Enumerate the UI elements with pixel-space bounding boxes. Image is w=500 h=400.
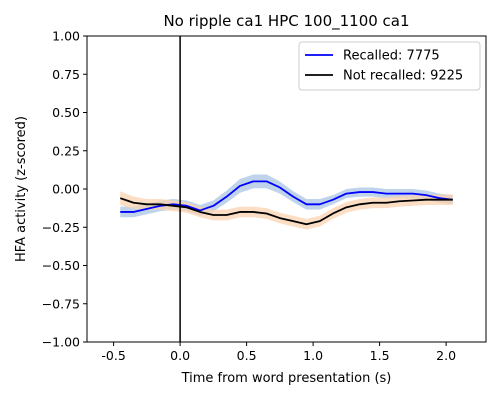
confidence-band-not-recalled: [120, 191, 453, 230]
x-tick-label: 1.5: [370, 348, 390, 363]
legend-label-recalled: Recalled: 7775: [343, 49, 440, 64]
legend-label-not-recalled: Not recalled: 9225: [343, 69, 463, 84]
chart-title: No ripple ca1 HPC 100_1100 ca1: [163, 12, 409, 31]
y-tick-label: −0.50: [42, 258, 80, 273]
x-tick-label: 2.0: [436, 348, 456, 363]
x-tick-label: 0.5: [237, 348, 257, 363]
x-tick-label: 0.0: [170, 348, 190, 363]
x-axis-ticks: -0.5 0.0 0.5 1.0 1.5 2.0: [101, 342, 456, 363]
y-axis-label: HFA activity (z-scored): [14, 116, 29, 262]
y-tick-label: −0.75: [42, 296, 80, 311]
series-lines: [119, 180, 453, 226]
legend: Recalled: 7775 Not recalled: 9225: [298, 41, 481, 91]
y-tick-label: −1.00: [42, 335, 80, 350]
y-tick-label: 0.25: [52, 143, 80, 158]
y-tick-label: −0.25: [42, 220, 80, 235]
y-tick-label: 0.50: [52, 105, 80, 120]
confidence-band-recalled: [120, 174, 453, 218]
legend-box: [298, 41, 481, 91]
y-tick-label: 0.00: [52, 182, 80, 197]
y-tick-label: 0.75: [52, 67, 80, 82]
y-tick-label: 1.00: [52, 29, 80, 44]
confidence-bands: [120, 174, 453, 230]
x-axis-label: Time from word presentation (s): [181, 371, 392, 386]
y-axis-ticks: −1.00 −0.75 −0.50 −0.25 0.00 0.25 0.50 0.75 1.00: [42, 29, 87, 350]
series-line-not-recalled: [119, 197, 453, 226]
x-tick-label: -0.5: [101, 348, 125, 363]
series-line-recalled: [120, 180, 453, 213]
x-tick-label: 1.0: [303, 348, 323, 363]
